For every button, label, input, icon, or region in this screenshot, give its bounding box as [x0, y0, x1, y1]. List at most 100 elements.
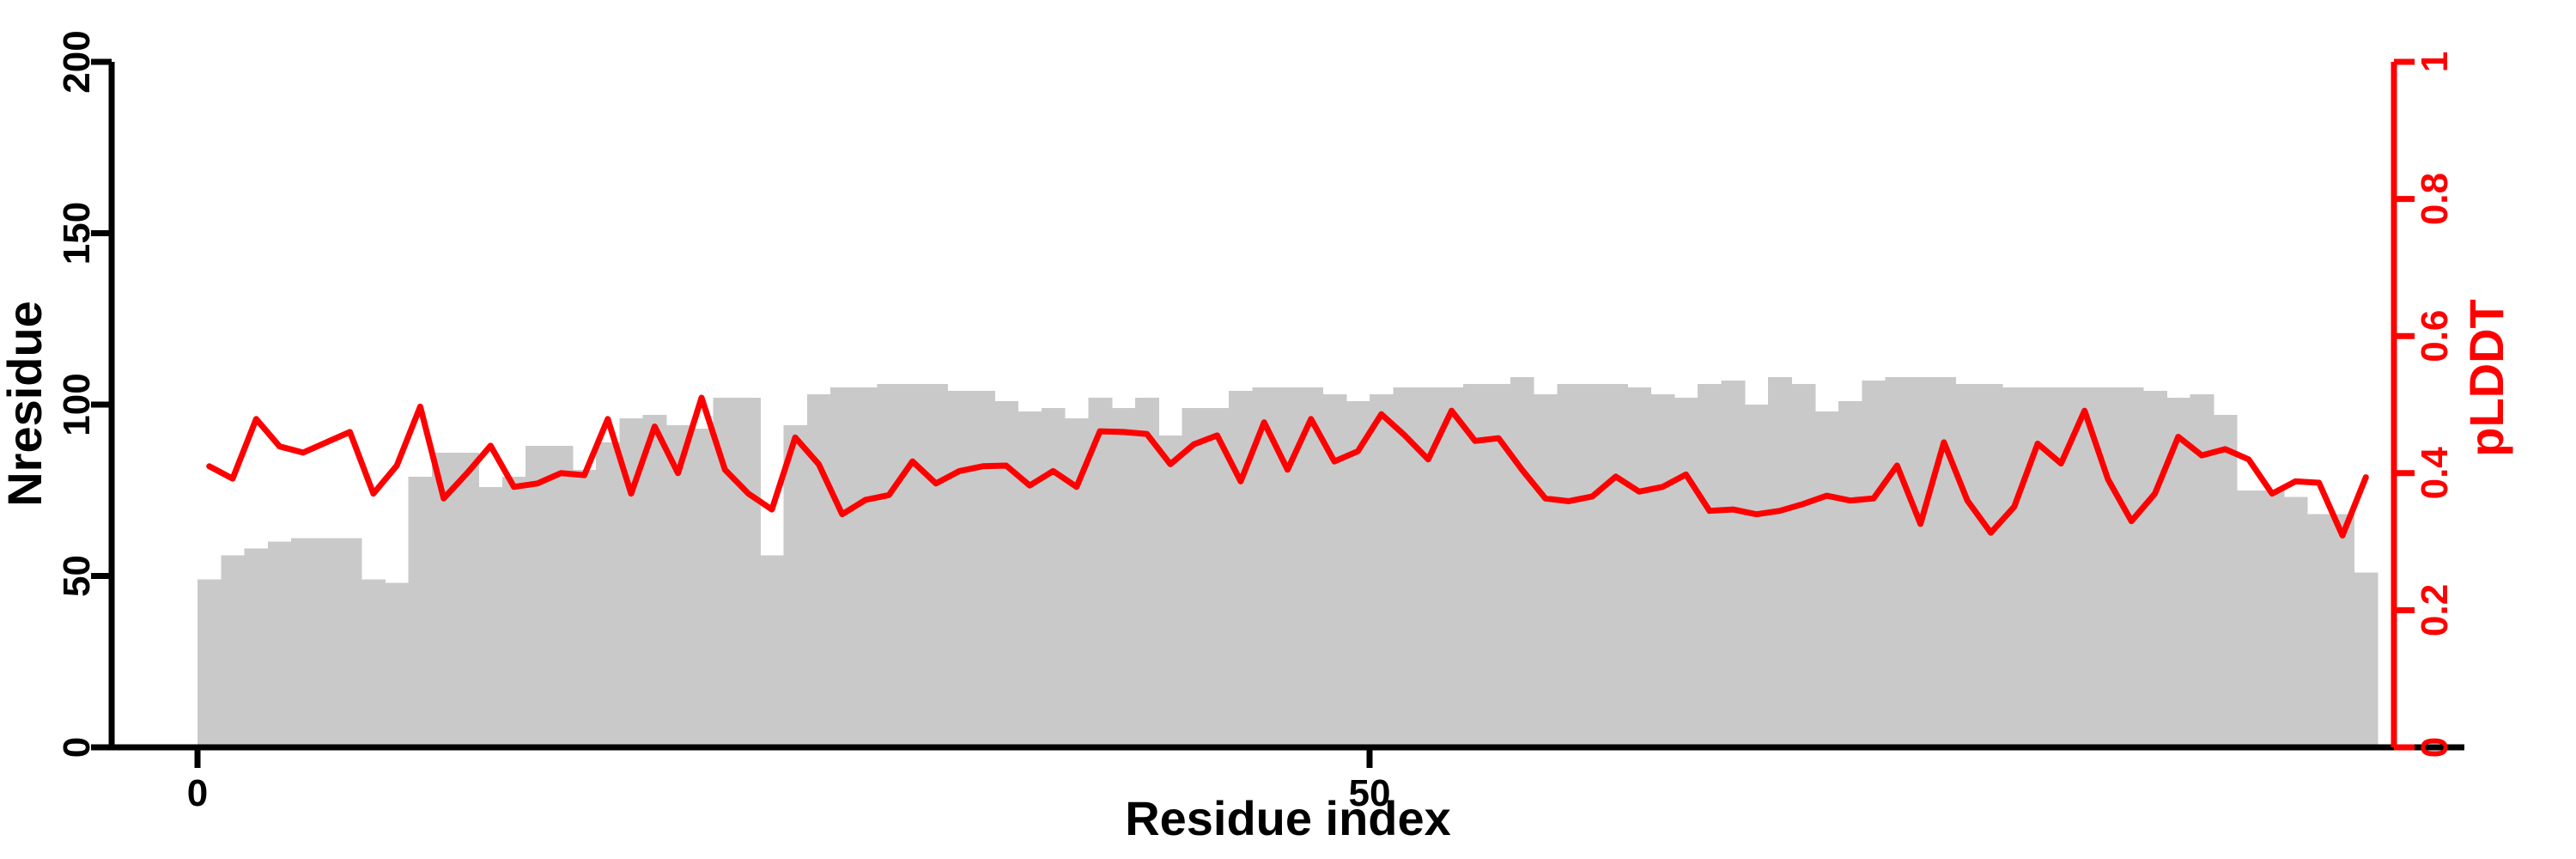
- nresidue-bar: [291, 538, 316, 747]
- nresidue-bar: [1018, 411, 1042, 747]
- nresidue-bar: [337, 538, 362, 747]
- nresidue-bar: [1721, 381, 1746, 747]
- nresidue-bar: [1534, 393, 1558, 747]
- nresidue-bar: [1814, 411, 1839, 747]
- nresidue-bar: [1182, 407, 1206, 747]
- nresidue-bar: [2306, 514, 2331, 747]
- nresidue-bar: [361, 579, 386, 747]
- nresidue-bar: [713, 397, 738, 747]
- nresidue-bar: [2142, 390, 2167, 747]
- nresidue-bar: [2119, 387, 2144, 747]
- nresidue-bar: [1838, 400, 1862, 747]
- left-axis-title: Nresidue: [0, 301, 52, 507]
- x-axis-tick-label: 50: [1349, 772, 1391, 814]
- nresidue-bar: [1111, 407, 1136, 747]
- nresidue-bar: [970, 390, 995, 747]
- nresidue-bar: [408, 476, 433, 747]
- nresidue-bar: [2283, 497, 2308, 747]
- right-axis-tick-label: 0: [2414, 737, 2456, 758]
- nresidue-bar: [1908, 377, 1933, 747]
- nresidue-bar: [1510, 377, 1534, 747]
- nresidue-bar: [1603, 384, 1628, 747]
- nresidue-bar: [1299, 387, 1323, 747]
- nresidue-bar: [1557, 384, 1582, 747]
- bars-layer: [197, 377, 2379, 748]
- nresidue-bar: [1135, 397, 1159, 747]
- right-axis-tick-label: 0.4: [2414, 447, 2456, 500]
- nresidue-bar: [2260, 490, 2285, 748]
- nresidue-bar: [994, 400, 1019, 747]
- nresidue-bar: [2072, 387, 2097, 747]
- nresidue-bar: [314, 538, 339, 747]
- nresidue-bar: [1580, 384, 1605, 747]
- nresidue-bar: [1698, 384, 1722, 747]
- nresidue-bar: [2096, 387, 2121, 747]
- left-axis-tick-label: 100: [56, 373, 98, 436]
- nresidue-bar: [2237, 490, 2261, 748]
- right-axis-tick-label: 0.2: [2414, 584, 2456, 637]
- x-axis-title: Residue index: [1125, 791, 1451, 845]
- nresidue-bar: [1650, 393, 1675, 747]
- nresidue-bar: [197, 579, 222, 747]
- nresidue-bar: [1791, 384, 1816, 747]
- right-axis-tick-label: 0.8: [2414, 173, 2456, 225]
- nresidue-bar: [1158, 435, 1183, 747]
- nresidue-bar: [2354, 572, 2379, 747]
- nresidue-bar: [455, 452, 480, 747]
- nresidue-bar: [2330, 514, 2355, 747]
- nresidue-bar: [947, 390, 972, 747]
- nresidue-bar: [1955, 384, 1980, 747]
- nresidue-bar: [690, 428, 714, 747]
- nresidue-bar: [244, 548, 269, 747]
- nresidue-bar: [2213, 414, 2238, 747]
- nresidue-bar: [1369, 393, 1394, 747]
- nresidue-bar: [877, 384, 902, 747]
- nresidue-bar: [432, 452, 456, 747]
- nresidue-bar: [1768, 377, 1792, 747]
- right-axis-tick-label: 0.6: [2414, 310, 2456, 362]
- nresidue-bar: [596, 442, 621, 747]
- nresidue-bar: [806, 393, 831, 747]
- nresidue-bar: [1041, 407, 1066, 747]
- nresidue-bar: [1275, 387, 1300, 747]
- nresidue-bar: [1932, 377, 1957, 747]
- nresidue-bar: [854, 387, 878, 747]
- left-axis-tick-label: 50: [56, 555, 98, 597]
- plddt-line: [206, 394, 2369, 539]
- nresidue-bar: [924, 384, 949, 747]
- nresidue-bar: [1463, 384, 1488, 747]
- nresidue-bar: [830, 387, 855, 747]
- nresidue-bar: [1885, 377, 1910, 747]
- nresidue-bar: [901, 384, 925, 747]
- left-axis-tick-label: 150: [56, 202, 98, 265]
- nresidue-bar: [783, 424, 808, 747]
- nresidue-bar: [385, 582, 410, 747]
- left-axis-tick-label: 200: [56, 30, 98, 93]
- nresidue-bar: [1439, 387, 1464, 747]
- nresidue-bar: [1229, 390, 1254, 747]
- nresidue-bar: [221, 555, 246, 747]
- nresidue-bar: [1744, 404, 1769, 747]
- right-axis-title: pLDDT: [2459, 299, 2513, 456]
- nresidue-bar: [642, 414, 667, 747]
- nresidue-bar: [1978, 384, 2003, 747]
- nresidue-bar: [1862, 381, 1886, 747]
- nresidue-bar: [1674, 397, 1698, 747]
- nresidue-bar: [572, 469, 597, 747]
- nresidue-bar: [736, 397, 761, 747]
- nresidue-bar: [478, 486, 503, 747]
- right-axis-tick-label: 1: [2414, 52, 2456, 72]
- left-axis-tick-label: 0: [56, 737, 98, 758]
- nresidue-bar: [1346, 400, 1370, 747]
- nresidue-bar: [526, 445, 550, 747]
- nresidue-bar: [267, 541, 292, 747]
- nresidue-bar: [760, 555, 785, 747]
- nresidue-bar: [2002, 387, 2026, 747]
- nresidue-bar: [1627, 387, 1652, 747]
- x-axis-tick-label: 0: [187, 772, 208, 814]
- nresidue-bar: [501, 476, 526, 747]
- axes-layer: 0 50 100 150 200 0 50 0 0.2 0.4 0.6 0.8 1: [56, 30, 2464, 814]
- nresidue-bar: [666, 424, 690, 747]
